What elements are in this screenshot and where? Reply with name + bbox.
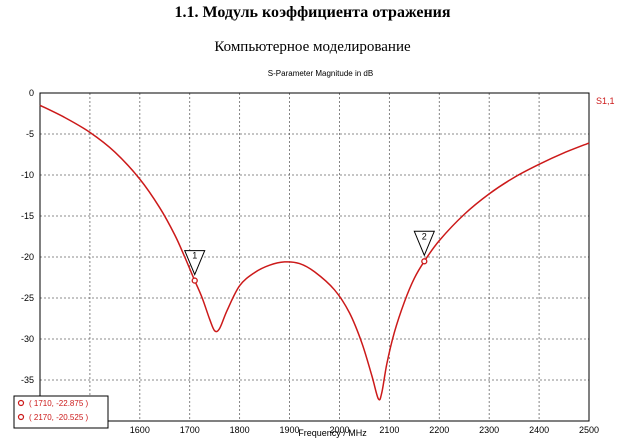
y-tick-label: -20 [21, 252, 34, 262]
readout-frame [13, 395, 109, 429]
x-tick-label: 2200 [429, 425, 449, 435]
plot-frame [39, 92, 590, 422]
marker-triangle [183, 250, 206, 276]
series-line-s11 [39, 104, 590, 401]
y-tick-label: -5 [26, 129, 34, 139]
series-layer [39, 104, 590, 401]
y-tick-label: -30 [21, 334, 34, 344]
x-tick-label: 2400 [529, 425, 549, 435]
y-tick-label: -25 [21, 293, 34, 303]
grid [40, 93, 589, 421]
x-tick-label: 1800 [230, 425, 250, 435]
x-tick-label: 1700 [180, 425, 200, 435]
marker-point [421, 258, 428, 265]
marker-triangle [413, 230, 436, 257]
marker-readout-box: ( 1710, -22.875 ) ( 2170, -20.525 ) [13, 395, 109, 429]
y-tick-label: -35 [21, 375, 34, 385]
x-tick-label: 2100 [379, 425, 399, 435]
y-tick-label: -10 [21, 170, 34, 180]
marker-label: 1 [192, 251, 197, 261]
x-tick-label: 2500 [579, 425, 599, 435]
readout-marker-icon [17, 399, 25, 407]
x-tick-label: 1900 [280, 425, 300, 435]
marker-label: 2 [422, 231, 427, 241]
x-tick-label: 2300 [479, 425, 499, 435]
x-tick-label: 2000 [329, 425, 349, 435]
readout-text: ( 1710, -22.875 ) [29, 399, 88, 408]
document-heading: 1.1. Модуль коэффициента отражения [174, 4, 451, 21]
legend-series-label: S1,1 [596, 96, 615, 106]
marker-point [191, 277, 198, 284]
x-tick-label: 1600 [130, 425, 150, 435]
y-tick-label: 0 [29, 88, 34, 98]
readout-text: ( 2170, -20.525 ) [29, 413, 88, 422]
y-tick-label: -15 [21, 211, 34, 221]
x-axis-label: Frequency / MHz [298, 428, 367, 438]
chart-title: S-Parameter Magnitude in dB [268, 69, 373, 78]
document-subheading: Компьютерное моделирование [214, 39, 411, 55]
tick-labels: 1600 1700 1800 1900 2000 2100 2200 2300 2400 2500… [21, 88, 599, 435]
markers: 12 [183, 230, 436, 284]
readout-marker-icon [17, 413, 25, 421]
